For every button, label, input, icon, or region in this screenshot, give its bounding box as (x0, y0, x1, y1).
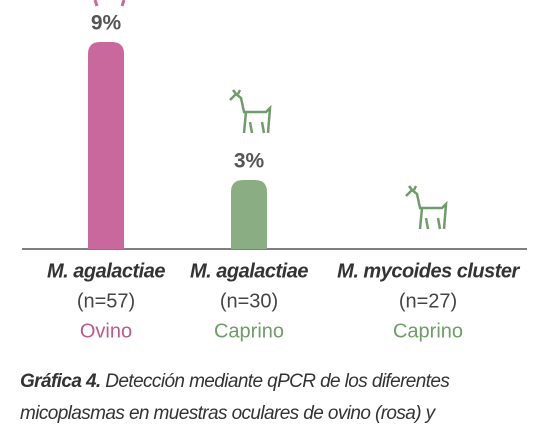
chart: 9% M. agalactiae (n=57) Ovino 3% M. agalactia… (22, 0, 527, 342)
goat-icon (229, 89, 272, 134)
value-label: 9% (91, 12, 122, 35)
species-label: Ovino (80, 320, 132, 342)
bar (231, 180, 267, 249)
caption-text: Detección mediante qPCR de los diferente… (20, 371, 450, 424)
caption: Gráfica 4. Detección mediante qPCR de lo… (20, 366, 480, 430)
category-label: M. agalactiae (190, 260, 308, 282)
sample-size: (n=30) (220, 290, 278, 312)
sheep-icon (93, 0, 126, 7)
sample-size: (n=57) (77, 290, 135, 312)
bar (88, 42, 124, 249)
category-label: M. mycoides cluster (337, 260, 520, 282)
caption-label: Gráfica 4. (20, 371, 101, 392)
goat-icon (405, 185, 448, 230)
sample-size: (n=27) (399, 290, 457, 312)
species-label: Caprino (214, 320, 284, 342)
category-label: M. agalactiae (47, 260, 165, 282)
value-label: 3% (234, 150, 265, 173)
species-label: Caprino (393, 320, 463, 342)
